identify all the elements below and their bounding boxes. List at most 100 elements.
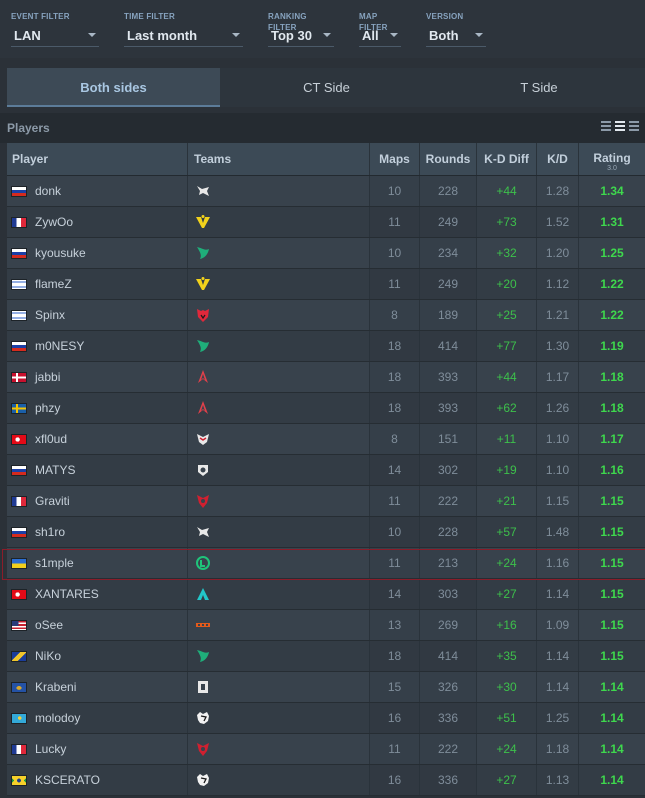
3dmax-logo-icon[interactable]: [194, 492, 212, 510]
player-cell[interactable]: oSee: [7, 610, 188, 640]
player-name[interactable]: Krabeni: [35, 680, 77, 694]
heroic-logo-icon[interactable]: [194, 430, 212, 448]
version-filter-select[interactable]: Both: [426, 24, 486, 47]
time-filter[interactable]: TIME FILTER Last month: [124, 11, 243, 47]
compact-list-icon[interactable]: [601, 121, 611, 131]
player-name[interactable]: Lucky: [35, 742, 67, 756]
ranking-filter[interactable]: RANKING FILTER Top 30: [268, 11, 334, 47]
player-cell[interactable]: Spinx: [7, 300, 188, 330]
table-row[interactable]: jabbi 18 393 +44 1.17 1.18: [7, 362, 645, 393]
time-filter-select[interactable]: Last month: [124, 24, 243, 47]
expanded-list-icon[interactable]: [629, 121, 639, 131]
player-cell[interactable]: XANTARES: [7, 579, 188, 609]
list-view-icon[interactable]: [615, 121, 625, 131]
astralis-logo-icon[interactable]: [194, 368, 212, 386]
player-name[interactable]: XANTARES: [35, 587, 99, 601]
player-cell[interactable]: sh1ro: [7, 517, 188, 547]
tab-both-sides[interactable]: Both sides: [7, 68, 220, 107]
player-cell[interactable]: m0NESY: [7, 331, 188, 361]
table-row[interactable]: Lucky 11 222 +24 1.18 1.14: [7, 734, 645, 765]
player-cell[interactable]: MATYS: [7, 455, 188, 485]
player-name[interactable]: s1mple: [35, 556, 74, 570]
map-filter-select[interactable]: All: [359, 24, 401, 47]
player-cell[interactable]: kyousuke: [7, 238, 188, 268]
spirit-logo-icon[interactable]: [194, 523, 212, 541]
table-row[interactable]: sh1ro 10 228 +57 1.48 1.15: [7, 517, 645, 548]
player-name[interactable]: molodoy: [35, 711, 81, 725]
mouz-logo-icon[interactable]: [194, 306, 212, 324]
table-row[interactable]: s1mple 11 213 +24 1.16 1.15: [7, 548, 645, 579]
player-cell[interactable]: donk: [7, 176, 188, 206]
table-row[interactable]: m0NESY 18 414 +77 1.30 1.19: [7, 331, 645, 362]
map-filter[interactable]: MAP FILTER All: [359, 11, 401, 47]
table-row[interactable]: Krabeni 15 326 +30 1.14 1.14: [7, 672, 645, 703]
furia-logo-icon[interactable]: [194, 709, 212, 727]
header-maps[interactable]: Maps: [370, 143, 420, 175]
tab-ct-side[interactable]: CT Side: [303, 80, 350, 95]
header-teams[interactable]: Teams: [188, 143, 370, 175]
player-cell[interactable]: flameZ: [7, 269, 188, 299]
player-name[interactable]: xfl0ud: [35, 432, 68, 446]
table-row[interactable]: molodoy 16 336 +51 1.25 1.14: [7, 703, 645, 734]
player-name[interactable]: KSCERATO: [35, 773, 100, 787]
spirit-logo-icon[interactable]: [194, 182, 212, 200]
player-name[interactable]: jabbi: [35, 370, 61, 384]
player-cell[interactable]: s1mple: [7, 548, 188, 578]
table-row[interactable]: Spinx 8 189 +25 1.21 1.22: [7, 300, 645, 331]
falcons-logo-icon[interactable]: [194, 647, 212, 665]
event-filter-select[interactable]: LAN: [11, 24, 99, 47]
player-name[interactable]: flameZ: [35, 277, 72, 291]
player-cell[interactable]: Krabeni: [7, 672, 188, 702]
vitality-logo-icon[interactable]: [194, 213, 212, 231]
player-cell[interactable]: ZywOo: [7, 207, 188, 237]
table-row[interactable]: ZywOo 11 249 +73 1.52 1.31: [7, 207, 645, 238]
player-name[interactable]: ZywOo: [35, 215, 74, 229]
nrg-logo-icon[interactable]: [194, 616, 212, 634]
furia-logo-icon[interactable]: [194, 771, 212, 789]
vitality-logo-icon[interactable]: [194, 275, 212, 293]
header-kd[interactable]: K/D: [537, 143, 579, 175]
player-cell[interactable]: KSCERATO: [7, 765, 188, 795]
table-row[interactable]: flameZ 11 249 +20 1.12 1.22: [7, 269, 645, 300]
player-cell[interactable]: Graviti: [7, 486, 188, 516]
player-name[interactable]: kyousuke: [35, 246, 86, 260]
player-name[interactable]: MATYS: [35, 463, 76, 477]
aurora-logo-icon[interactable]: [194, 585, 212, 603]
falcons-logo-icon[interactable]: [194, 337, 212, 355]
table-row[interactable]: kyousuke 10 234 +32 1.20 1.25: [7, 238, 645, 269]
player-name[interactable]: Spinx: [35, 308, 66, 322]
table-row[interactable]: phzy 18 393 +62 1.26 1.18: [7, 393, 645, 424]
player-name[interactable]: donk: [35, 184, 62, 198]
paravision-logo-icon[interactable]: [194, 678, 212, 696]
player-name[interactable]: phzy: [35, 401, 61, 415]
player-cell[interactable]: jabbi: [7, 362, 188, 392]
tab-t-side[interactable]: T Side: [520, 80, 558, 95]
table-row[interactable]: XANTARES 14 303 +27 1.14 1.15: [7, 579, 645, 610]
player-name[interactable]: sh1ro: [35, 525, 66, 539]
player-name[interactable]: oSee: [35, 618, 64, 632]
event-filter[interactable]: EVENT FILTER LAN: [11, 11, 99, 47]
table-row[interactable]: NiKo 18 414 +35 1.14 1.15: [7, 641, 645, 672]
astralis-logo-icon[interactable]: [194, 399, 212, 417]
table-row[interactable]: oSee 13 269 +16 1.09 1.15: [7, 610, 645, 641]
header-kd-diff[interactable]: K-D Diff: [477, 143, 537, 175]
bc-game-logo-icon[interactable]: [194, 554, 212, 572]
ranking-filter-select[interactable]: Top 30: [268, 24, 334, 47]
table-row[interactable]: xfl0ud 8 151 +11 1.10 1.17: [7, 424, 645, 455]
player-cell[interactable]: Lucky: [7, 734, 188, 764]
player-cell[interactable]: phzy: [7, 393, 188, 423]
header-rounds[interactable]: Rounds: [420, 143, 477, 175]
player-cell[interactable]: molodoy: [7, 703, 188, 733]
header-rating[interactable]: Rating 3.0: [579, 143, 645, 175]
table-row[interactable]: KSCERATO 16 336 +27 1.13 1.14: [7, 765, 645, 796]
table-row[interactable]: MATYS 14 302 +19 1.10 1.16: [7, 455, 645, 486]
g2-logo-icon[interactable]: [194, 461, 212, 479]
table-row[interactable]: donk 10 228 +44 1.28 1.34: [7, 176, 645, 207]
player-name[interactable]: m0NESY: [35, 339, 85, 353]
player-name[interactable]: NiKo: [35, 649, 62, 663]
player-name[interactable]: Graviti: [35, 494, 70, 508]
version-filter[interactable]: VERSION Both: [426, 11, 486, 47]
table-row[interactable]: Graviti 11 222 +21 1.15 1.15: [7, 486, 645, 517]
header-player[interactable]: Player: [7, 143, 188, 175]
3dmax-logo-icon[interactable]: [194, 740, 212, 758]
